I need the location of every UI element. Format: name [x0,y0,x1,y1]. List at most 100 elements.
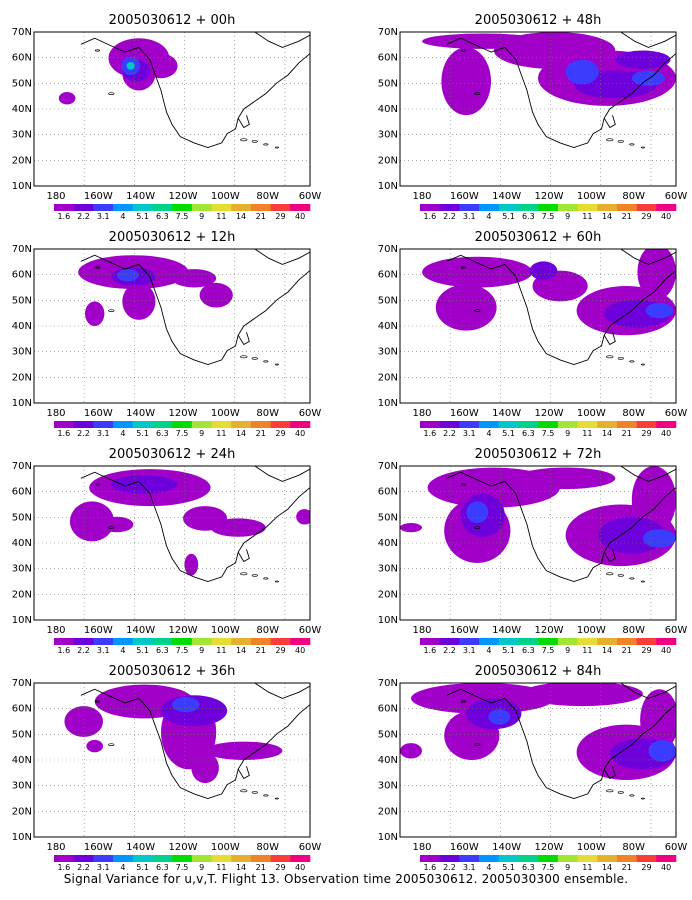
panel-title: 2005030612 + 60h [475,230,602,245]
colorbar-label: 2.2 [443,212,456,221]
coastline [620,466,676,482]
y-tick-label: 50N [378,78,398,89]
x-tick-label: 180 [46,625,65,636]
colorbar-label: 9 [565,646,570,655]
x-tick-label: 100W [577,408,606,419]
colorbar-swatch [518,638,539,645]
x-tick-label: 60W [299,625,322,636]
x-tick-label: 120W [535,842,564,853]
variance-contour [411,683,555,714]
variance-contour [116,269,139,282]
colorbar-swatch [250,204,271,211]
colorbar-label: 11 [582,212,592,221]
coastline [620,32,676,48]
variance-contour [191,752,219,784]
colorbar-swatch [250,421,271,428]
coastline [446,471,676,582]
colorbar-label: 4 [120,646,125,655]
x-tick-label: 160W [450,842,479,853]
map-panel: 2005030612 + 48h 70N 60N 50N 40N 30N 20N 10N 180… [378,13,688,221]
colorbar-label: 11 [582,646,592,655]
colorbar-label: 4 [486,863,491,872]
coastline [254,466,310,482]
colorbar-label: 2.2 [77,429,90,438]
x-tick-label: 160W [450,191,479,202]
colorbar-swatch [577,638,598,645]
colorbar-label: 4 [120,429,125,438]
coastline [629,143,635,146]
colorbar-label: 6.3 [156,646,169,655]
colorbar-label: 11 [216,429,226,438]
y-tick-label: 30N [378,130,398,141]
colorbar-label: 11 [582,429,592,438]
coastline [640,146,645,149]
colorbar-swatch [54,204,74,211]
colorbar-label: 11 [216,212,226,221]
x-tick-label: 80W [256,408,279,419]
variance-contour [100,516,134,533]
panel-title: 2005030612 + 00h [109,13,236,28]
y-tick-label: 70N [378,461,398,472]
y-tick-label: 60N [378,270,398,281]
colorbar-swatch [636,421,657,428]
y-tick-label: 20N [378,155,398,166]
y-tick-label: 30N [378,347,398,358]
colorbar-label: 1.6 [423,429,436,438]
colorbar-label: 14 [236,212,246,221]
colorbar-label: 21 [622,429,632,438]
colorbar-swatch [420,421,440,428]
x-tick-label: 120W [169,408,198,419]
coastline [263,794,269,797]
coastline [460,266,467,269]
colorbar-label: 3.1 [97,212,110,221]
variance-contour [435,284,497,331]
x-tick-label: 180 [412,625,431,636]
y-tick-label: 50N [12,295,32,306]
coastline [240,355,248,359]
x-tick-label: 60W [665,842,688,853]
colorbar-label: 6.3 [522,212,535,221]
x-tick-label: 180 [412,408,431,419]
coastline [474,526,481,529]
colorbar-swatch [290,855,311,862]
colorbar-swatch [191,421,212,428]
colorbar-swatch [113,204,134,211]
map-panel: 2005030612 + 00h 70N 60N 50N 40N 30N 20N 10N 180… [12,13,322,221]
colorbar-swatch [231,421,252,428]
colorbar-swatch [113,638,134,645]
coastline [251,140,258,143]
colorbar-label: 40 [295,863,305,872]
x-tick-label: 160W [450,625,479,636]
colorbar-label: 21 [256,646,266,655]
colorbar-label: 1.6 [57,646,70,655]
map-frame [33,682,311,838]
y-tick-label: 20N [12,589,32,600]
colorbar-swatch [616,855,637,862]
colorbar-label: 9 [199,429,204,438]
colorbar-label: 6.3 [522,429,535,438]
colorbar-label: 5.1 [136,212,149,221]
x-tick-label: 100W [577,191,606,202]
colorbar-label: 1.6 [423,863,436,872]
colorbar-label: 4 [120,212,125,221]
x-tick-label: 80W [256,625,279,636]
x-tick-label: 120W [169,191,198,202]
y-tick-label: 30N [12,564,32,575]
colorbar-swatch [538,421,559,428]
y-tick-label: 10N [12,398,32,409]
colorbar-label: 7.5 [176,646,189,655]
colorbar-label: 2.2 [77,212,90,221]
colorbar-label: 7.5 [176,863,189,872]
y-tick-label: 70N [12,461,32,472]
map-panel: 2005030612 + 72h 70N 60N 50N 40N 30N 20N 10N 180… [378,447,688,655]
coastline [240,138,248,142]
variance-contour [565,59,599,85]
x-tick-label: 160W [84,842,113,853]
colorbar-swatch [211,421,232,428]
y-tick-label: 70N [12,244,32,255]
colorbar-label: 4 [120,863,125,872]
colorbar-label: 3.1 [463,212,476,221]
coastline [94,700,101,703]
colorbar-swatch [191,855,212,862]
colorbar-label: 29 [275,429,285,438]
